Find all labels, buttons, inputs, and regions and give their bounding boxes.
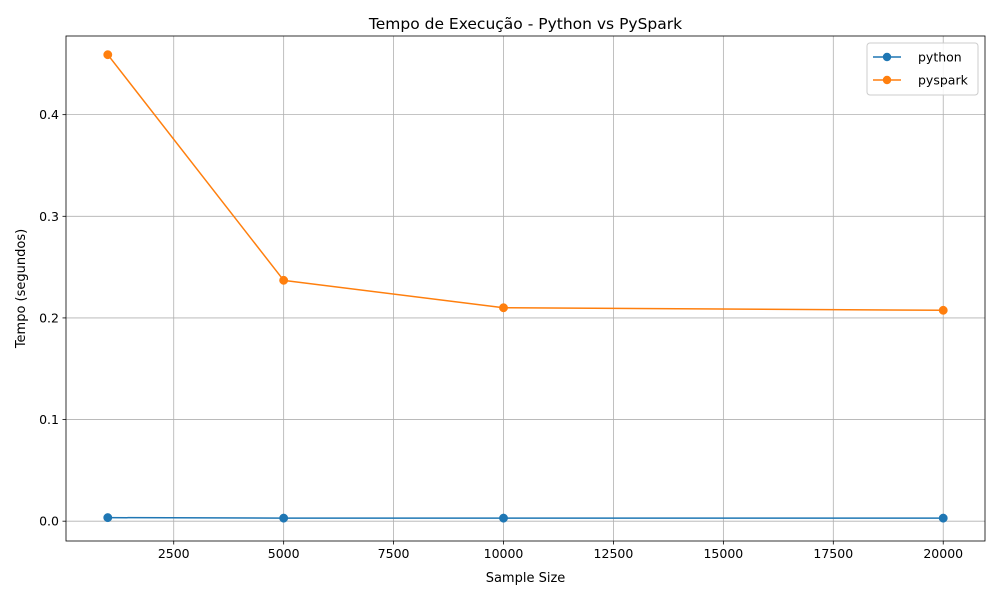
legend-label-pyspark: pyspark xyxy=(918,73,969,88)
pyspark-point xyxy=(938,305,948,315)
python-line xyxy=(107,516,944,519)
pyspark-point xyxy=(103,50,113,60)
legend-marker-python xyxy=(882,52,892,62)
legend-items: python pyspark xyxy=(873,50,969,88)
pyspark-point xyxy=(499,303,508,313)
x-tick-label: 10000 xyxy=(484,546,524,561)
legend: python pyspark xyxy=(866,42,979,96)
python-point xyxy=(279,513,289,523)
y-tick-label: 0.4 xyxy=(39,107,59,122)
python-point xyxy=(103,513,113,523)
pyspark-line xyxy=(107,54,944,312)
y-tick-label: 0.3 xyxy=(39,209,59,224)
legend-marker-pyspark xyxy=(882,75,892,85)
series-python xyxy=(103,513,948,523)
axis-ticks: 2500 5000 7500 10000 12500 15000 17500 20000 0.0… xyxy=(39,107,963,561)
plot-frame xyxy=(65,35,986,542)
x-axis-label: Sample Size xyxy=(486,571,566,586)
x-tick-label: 5000 xyxy=(268,546,300,561)
series-layer xyxy=(103,50,948,523)
pyspark-point xyxy=(279,275,289,285)
legend-box xyxy=(866,42,979,96)
x-tick-label: 12500 xyxy=(594,546,634,561)
x-tick-label: 20000 xyxy=(923,546,963,561)
grid xyxy=(66,36,985,541)
y-tick-label: 0.1 xyxy=(39,412,59,427)
x-tick-label: 2500 xyxy=(158,546,190,561)
series-pyspark xyxy=(103,50,948,315)
y-axis-label: Tempo (segundos) xyxy=(14,229,29,349)
x-tick-label: 17500 xyxy=(813,546,853,561)
x-tick-label: 7500 xyxy=(378,546,410,561)
y-tick-label: 0.0 xyxy=(39,514,59,529)
python-point xyxy=(938,513,948,523)
chart-title: Tempo de Execução - Python vs PySpark xyxy=(368,15,682,33)
x-tick-label: 15000 xyxy=(703,546,743,561)
python-point xyxy=(499,513,508,523)
y-tick-label: 0.2 xyxy=(39,310,59,325)
legend-label-python: python xyxy=(918,50,962,65)
